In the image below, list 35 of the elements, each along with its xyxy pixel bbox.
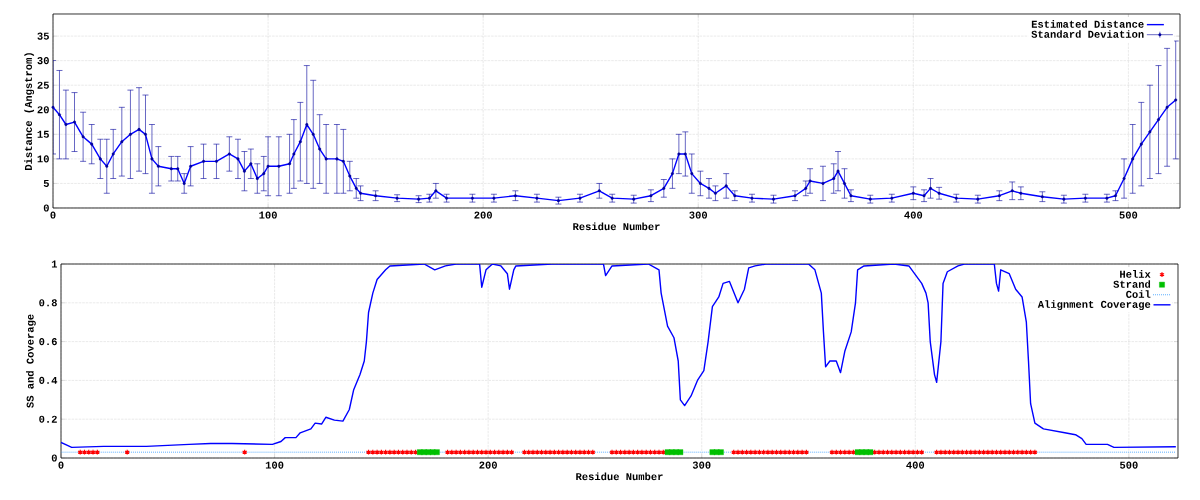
x-tick-label: 200 — [474, 211, 492, 219]
y-tick-label: 0.4 — [39, 376, 58, 384]
y-tick-label: 0 — [43, 204, 49, 212]
y-tick-label: 1 — [51, 260, 58, 268]
y-tick-label: 25 — [37, 81, 49, 89]
x-axis-title: Residue Number — [576, 472, 663, 481]
y-tick-label: 30 — [37, 57, 49, 65]
x-axis-title: Residue Number — [573, 222, 660, 231]
x-tick-label: 400 — [904, 211, 923, 219]
y-axis-title: Distance (Angstrom) — [24, 53, 35, 170]
legend-label: Strand — [1113, 280, 1151, 288]
y-tick-label: 0.8 — [39, 299, 57, 307]
x-tick-label: 500 — [1119, 461, 1138, 469]
x-tick-label: 300 — [689, 211, 708, 219]
y-tick-label: 0.6 — [39, 338, 57, 346]
legend-label: Alignment Coverage — [1037, 300, 1151, 311]
y-tick-label: 10 — [37, 155, 49, 163]
y-axis-title: SS and Coverage — [26, 314, 36, 408]
y-tick-label: 0 — [51, 454, 57, 462]
x-tick-label: 400 — [906, 461, 925, 469]
y-tick-label: 15 — [37, 130, 49, 138]
y-tick-label: 5 — [43, 179, 49, 187]
legend-label: Estimated Distance — [1031, 20, 1144, 28]
x-tick-label: 100 — [259, 211, 277, 219]
y-tick-label: 35 — [37, 32, 49, 40]
legend-label: Standard Deviation — [1031, 30, 1144, 38]
y-tick-label: 0.2 — [39, 415, 57, 423]
x-tick-label: 200 — [479, 461, 497, 469]
legend-label: Helix — [1120, 270, 1151, 278]
x-tick-label: 300 — [692, 461, 711, 469]
x-tick-label: 100 — [265, 461, 284, 469]
x-tick-label: 0 — [58, 461, 64, 469]
legend-label: Coil — [1126, 290, 1151, 298]
x-tick-label: 500 — [1119, 211, 1138, 219]
y-tick-label: 20 — [37, 106, 49, 114]
